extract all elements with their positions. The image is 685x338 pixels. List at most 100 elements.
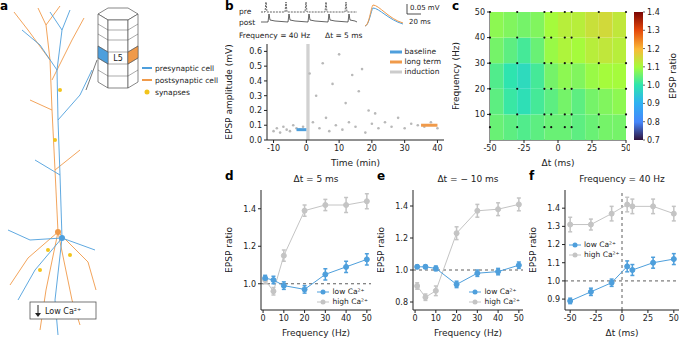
html-text:high Ca²⁺: high Ca²⁺ [584, 250, 620, 259]
svg-text:pre: pre [239, 7, 252, 16]
svg-text:30: 30 [400, 144, 410, 153]
svg-text:0.3: 0.3 [249, 92, 262, 101]
html-text:d: d [225, 169, 234, 183]
html-text:c: c [452, 0, 460, 13]
svg-text:EPSP ratio: EPSP ratio [377, 227, 386, 273]
svg-text:postsynaptic cell: postsynaptic cell [155, 76, 218, 85]
svg-text:post: post [239, 18, 255, 27]
svg-text:0.7: 0.7 [647, 136, 660, 145]
svg-text:25: 25 [587, 144, 597, 153]
svg-text:0: 0 [413, 314, 418, 323]
svg-text:20: 20 [367, 144, 377, 153]
svg-text:30: 30 [475, 59, 485, 68]
svg-text:0.8: 0.8 [647, 118, 660, 127]
svg-text:Low Ca²⁺: Low Ca²⁺ [45, 307, 81, 316]
svg-text:40: 40 [432, 144, 442, 153]
svg-text:-25: -25 [517, 144, 530, 153]
svg-text:EPSP ratio: EPSP ratio [668, 53, 678, 99]
svg-text:EPSP amplitude (mV): EPSP amplitude (mV) [225, 44, 234, 139]
html-text:low Ca²⁺: low Ca²⁺ [584, 240, 616, 249]
svg-text:0.2: 0.2 [249, 106, 262, 115]
svg-text:Frequency (Hz): Frequency (Hz) [434, 328, 502, 338]
svg-text:Δt (ms): Δt (ms) [541, 158, 574, 168]
svg-text:1.3: 1.3 [647, 26, 660, 35]
svg-text:Frequency = 40 Hz: Frequency = 40 Hz [239, 31, 310, 40]
html-text:low Ca²⁺: low Ca²⁺ [484, 287, 517, 296]
svg-text:presynaptic cell: presynaptic cell [155, 64, 214, 73]
svg-text:Time (min): Time (min) [330, 158, 380, 168]
svg-text:30: 30 [320, 314, 330, 323]
svg-text:40: 40 [493, 314, 503, 323]
svg-text:synapses: synapses [155, 88, 190, 97]
svg-text:20: 20 [299, 314, 309, 323]
svg-text:1.0: 1.0 [547, 277, 560, 286]
svg-text:50: 50 [514, 314, 524, 323]
html-text:a: a [0, 0, 9, 13]
svg-text:50: 50 [362, 314, 372, 323]
svg-text:1.2: 1.2 [647, 45, 660, 54]
svg-text:20: 20 [475, 85, 485, 94]
svg-text:0.4: 0.4 [249, 77, 262, 86]
svg-text:L5: L5 [113, 54, 123, 63]
svg-text:1.4: 1.4 [647, 8, 660, 17]
svg-text:0.0: 0.0 [249, 136, 262, 145]
html-text:high Ca²⁺: high Ca²⁺ [332, 297, 368, 306]
svg-text:-10: -10 [267, 144, 280, 153]
svg-text:0.05 mV: 0.05 mV [410, 4, 440, 12]
svg-text:0.5: 0.5 [249, 62, 262, 71]
svg-text:Frequency (Hz): Frequency (Hz) [282, 328, 350, 338]
svg-text:30: 30 [472, 314, 482, 323]
svg-text:0.9: 0.9 [547, 295, 560, 304]
html-text:high Ca²⁺: high Ca²⁺ [484, 297, 520, 306]
svg-text:1.0: 1.0 [243, 280, 256, 289]
svg-text:20: 20 [451, 314, 461, 323]
html-text:Δt = − 10 ms: Δt = − 10 ms [437, 174, 499, 184]
svg-text:1.1: 1.1 [647, 63, 660, 72]
svg-text:0: 0 [261, 314, 266, 323]
svg-text:-25: -25 [590, 314, 603, 323]
svg-text:-50: -50 [564, 314, 577, 323]
html-text:long term: long term [404, 57, 441, 66]
html-text:low Ca²⁺: low Ca²⁺ [332, 287, 365, 296]
svg-text:10: 10 [475, 110, 485, 119]
svg-text:25: 25 [643, 314, 653, 323]
html-text:b: b [225, 0, 234, 13]
svg-text:EPSP ratio: EPSP ratio [225, 227, 234, 273]
svg-text:10: 10 [334, 144, 344, 153]
svg-text:1.4: 1.4 [243, 205, 256, 214]
html-text:e: e [377, 169, 386, 183]
svg-text:50: 50 [475, 8, 485, 17]
svg-text:1.2: 1.2 [547, 240, 560, 249]
svg-text:1.3: 1.3 [547, 222, 560, 231]
svg-text:0.6: 0.6 [249, 47, 262, 56]
svg-text:1.0: 1.0 [395, 266, 408, 275]
svg-text:1.4: 1.4 [547, 204, 560, 213]
svg-text:1.2: 1.2 [243, 242, 256, 251]
svg-text:1.2: 1.2 [395, 234, 408, 243]
svg-text:40: 40 [475, 33, 485, 42]
html-text:Δt = 5 ms: Δt = 5 ms [293, 174, 339, 184]
svg-text:0.8: 0.8 [395, 298, 408, 307]
html-text:induction: induction [404, 67, 440, 76]
svg-text:40: 40 [341, 314, 351, 323]
svg-text:50: 50 [669, 314, 679, 323]
svg-text:50: 50 [621, 144, 630, 153]
svg-text:-50: -50 [483, 144, 496, 153]
html-text:baseline: baseline [404, 47, 436, 56]
svg-text:0: 0 [555, 144, 560, 153]
svg-text:20 ms: 20 ms [409, 18, 431, 26]
svg-text:1.0: 1.0 [647, 81, 660, 90]
svg-text:1.4: 1.4 [395, 202, 408, 211]
svg-text:10: 10 [431, 314, 441, 323]
svg-text:Δt = 5 ms: Δt = 5 ms [325, 31, 363, 40]
svg-text:0: 0 [619, 314, 624, 323]
svg-text:0.9: 0.9 [647, 99, 660, 108]
html-text:Frequency = 40 Hz: Frequency = 40 Hz [579, 174, 665, 184]
svg-text:Frequency (Hz): Frequency (Hz) [452, 42, 461, 110]
svg-text:Δt (ms): Δt (ms) [605, 328, 638, 338]
svg-text:EPSP ratio: EPSP ratio [529, 227, 538, 273]
svg-text:10: 10 [279, 314, 289, 323]
svg-text:0: 0 [304, 144, 309, 153]
svg-text:0.1: 0.1 [249, 121, 262, 130]
svg-text:1.1: 1.1 [547, 259, 560, 268]
